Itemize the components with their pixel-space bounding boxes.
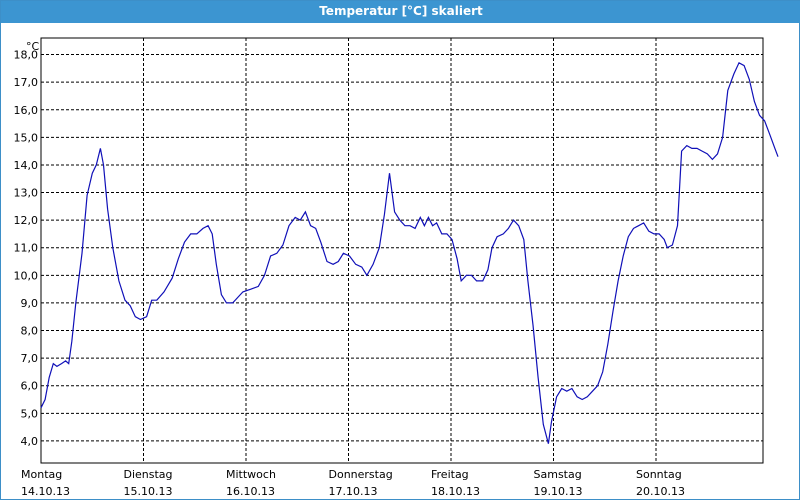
day-name-label: Freitag (431, 468, 469, 481)
x-tick-label: Sonntag 20.10.13 (636, 468, 685, 498)
day-name-label: Montag (21, 468, 62, 481)
y-tick-label: 18,0 (14, 49, 39, 62)
day-name-label: Donnerstag (329, 468, 393, 481)
y-tick-label: 13,0 (14, 187, 39, 200)
day-date-label: 17.10.13 (329, 485, 378, 498)
day-date-label: 20.10.13 (636, 485, 685, 498)
day-date-label: 19.10.13 (534, 485, 583, 498)
day-date-label: 16.10.13 (226, 485, 275, 498)
y-tick-label: 12,0 (14, 214, 39, 227)
y-tick-label: 15,0 (14, 131, 39, 144)
y-tick-label: 17,0 (14, 76, 39, 89)
y-tick-label: 9,0 (21, 297, 39, 310)
y-tick-label: 4,0 (21, 435, 39, 448)
grid (41, 38, 763, 463)
y-tick-label: 7,0 (21, 352, 39, 365)
y-tick-label: 8,0 (21, 325, 39, 338)
y-axis: °C 4,0 5,0 6,0 7,0 8,0 9,0 10,0 11,0 12,0 13,0 14,… (14, 40, 40, 448)
day-date-label: 14.10.13 (21, 485, 70, 498)
day-name-label: Dienstag (124, 468, 173, 481)
x-tick-label: Samstag 19.10.13 (534, 468, 583, 498)
x-axis: Montag 14.10.13 Dienstag 15.10.13 Mittwoch 16… (21, 468, 685, 498)
y-tick-label: 11,0 (14, 242, 39, 255)
y-tick-label: 10,0 (14, 269, 39, 282)
day-name-label: Samstag (534, 468, 582, 481)
temperature-series (40, 61, 779, 444)
x-tick-label: Donnerstag 17.10.13 (329, 468, 393, 498)
y-tick-label: 5,0 (21, 407, 39, 420)
y-axis-unit-label: °C (26, 40, 40, 53)
x-tick-label: Montag 14.10.13 (21, 468, 70, 498)
day-date-label: 15.10.13 (124, 485, 173, 498)
x-tick-label: Mittwoch 16.10.13 (226, 468, 276, 498)
day-name-label: Mittwoch (226, 468, 276, 481)
y-tick-label: 6,0 (21, 380, 39, 393)
window-title: Temperatur [°C] skaliert (1, 1, 800, 23)
y-tick-label: 16,0 (14, 104, 39, 117)
temperature-chart: °C 4,0 5,0 6,0 7,0 8,0 9,0 10,0 11,0 12,0 13,0 14,… (14, 37, 779, 498)
day-name-label: Sonntag (636, 468, 682, 481)
x-tick-label: Dienstag 15.10.13 (124, 468, 173, 498)
plot-border (40, 37, 764, 464)
temperature-line (40, 61, 779, 444)
day-date-label: 18.10.13 (431, 485, 480, 498)
plot-frame (40, 37, 764, 464)
x-tick-label: Freitag 18.10.13 (431, 468, 480, 498)
y-tick-label: 14,0 (14, 159, 39, 172)
